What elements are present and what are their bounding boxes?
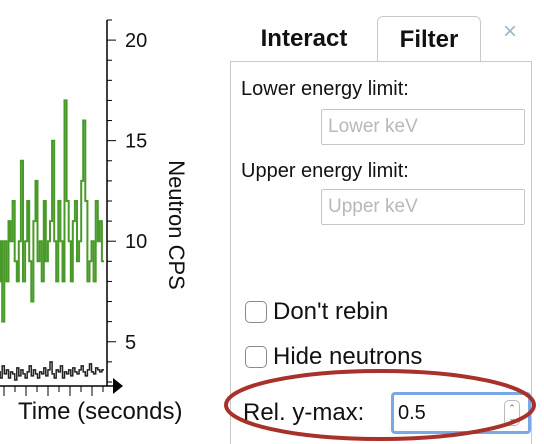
ymax-spinner[interactable]: ⌃ ⌄	[504, 400, 520, 426]
upper-energy-input[interactable]	[321, 189, 525, 225]
filter-tab-content: Lower energy limit: Upper energy limit: …	[230, 61, 532, 444]
tab-filter[interactable]: Filter	[377, 16, 481, 62]
lower-energy-label: Lower energy limit:	[241, 78, 409, 100]
hide-neutrons-label: Hide neutrons	[273, 343, 423, 370]
y-tick-label: 5	[125, 332, 136, 354]
ymax-field[interactable]: ⌃ ⌄	[391, 392, 531, 434]
side-panel: Interact Filter × Lower energy limit: Up…	[228, 0, 544, 444]
x-axis-label: Time (seconds)	[18, 398, 183, 425]
y-axis-label: Neutron CPS	[164, 160, 189, 290]
upper-energy-label: Upper energy limit:	[241, 160, 409, 182]
neutron-series-line	[0, 99, 104, 323]
y-tick-label: 20	[125, 30, 147, 52]
dont-rebin-checkbox[interactable]	[245, 301, 267, 323]
dont-rebin-row[interactable]: Don't rebin	[245, 298, 388, 326]
time-chart-svg: 5 10 15 20	[0, 19, 147, 396]
spinner-up-icon[interactable]: ⌃	[508, 403, 516, 413]
y-tick-label: 10	[125, 231, 147, 253]
dont-rebin-label: Don't rebin	[273, 298, 389, 325]
tab-interact[interactable]: Interact	[260, 25, 348, 52]
close-icon[interactable]: ×	[502, 18, 517, 45]
y-tick-label: 15	[125, 131, 147, 153]
spinner-down-icon[interactable]: ⌄	[508, 413, 516, 423]
gamma-series-line	[0, 361, 104, 381]
hide-neutrons-checkbox[interactable]	[245, 346, 267, 368]
time-chart: 5 10 15 20 Neutron CPS Time (seconds)	[0, 0, 232, 444]
lower-energy-input[interactable]	[321, 109, 525, 145]
x-axis-arrow	[113, 378, 123, 394]
ymax-label: Rel. y-max:	[243, 399, 365, 426]
hide-neutrons-row[interactable]: Hide neutrons	[245, 343, 422, 371]
ymax-input[interactable]	[398, 399, 498, 427]
